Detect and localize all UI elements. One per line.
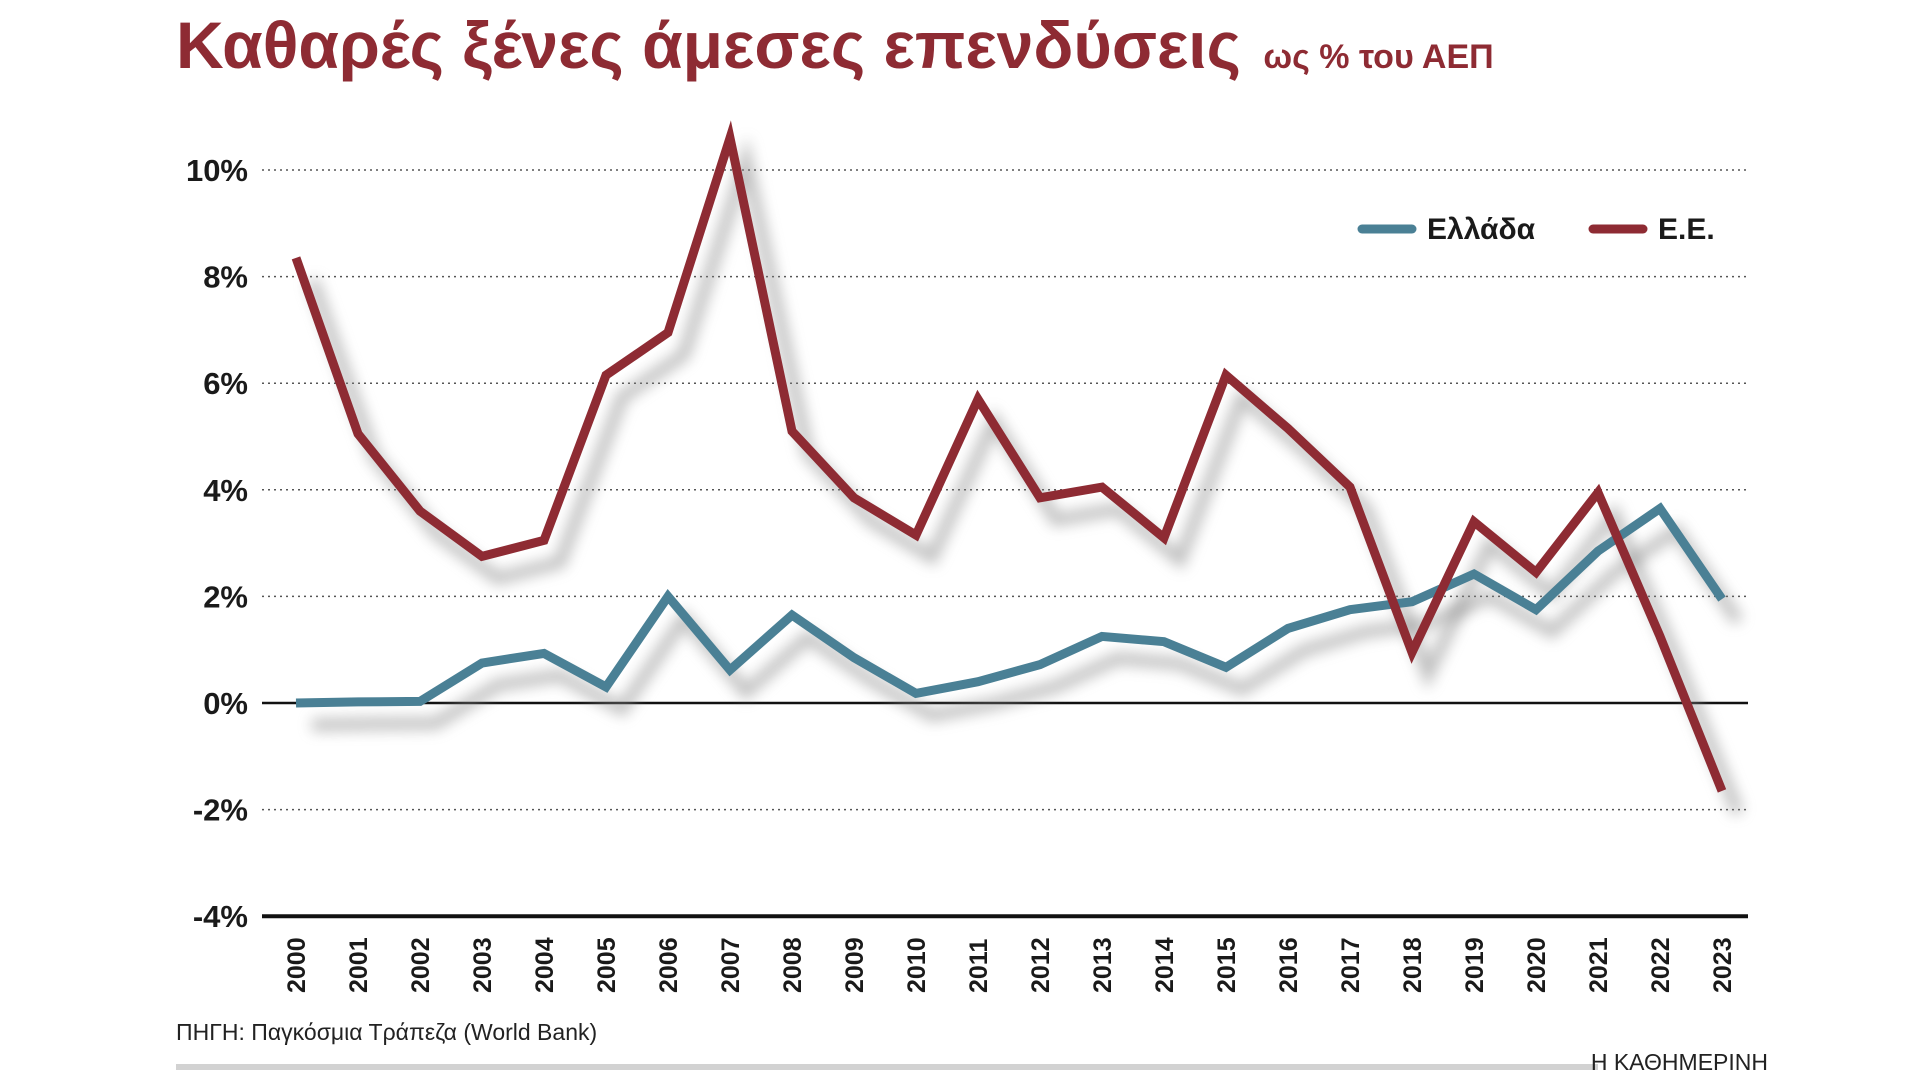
series-shadow-1 — [306, 136, 1744, 816]
x-tick-label: 2009 — [841, 937, 869, 993]
x-tick-label: 2004 — [531, 937, 559, 993]
y-tick-label: 4% — [203, 473, 248, 508]
x-tick-label: 2022 — [1647, 937, 1675, 993]
x-tick-label: 2010 — [903, 937, 931, 993]
x-tick-label: 2021 — [1585, 937, 1613, 993]
y-tick-label: 0% — [203, 686, 248, 721]
x-tick-label: 2001 — [345, 937, 373, 993]
x-tick-label: 2017 — [1337, 937, 1365, 993]
x-tick-label: 2013 — [1089, 937, 1117, 993]
legend-label-greece: Ελλάδα — [1427, 213, 1536, 246]
x-axis-ticks: 2000 2001 2002 2003 2004 2005 2006 2007 2008 2009… — [283, 937, 1737, 993]
x-tick-label: 2012 — [1027, 937, 1055, 993]
x-tick-label: 2011 — [965, 939, 993, 993]
x-tick-label: 2015 — [1213, 937, 1241, 993]
y-tick-label: -4% — [193, 899, 248, 934]
line-shadows — [306, 136, 1744, 816]
x-tick-label: 2016 — [1275, 937, 1303, 993]
chart-title-main: Καθαρές ξένες άμεσες επενδύσεις — [176, 8, 1241, 82]
y-tick-label: 10% — [186, 153, 248, 188]
x-tick-label: 2006 — [655, 937, 683, 993]
y-tick-label: 6% — [203, 366, 248, 401]
x-tick-label: 2023 — [1709, 937, 1737, 993]
series-lines — [291, 120, 1727, 793]
series-line-eu — [291, 120, 1727, 793]
x-tick-label: 2018 — [1399, 937, 1427, 993]
y-tick-label: 2% — [203, 579, 248, 614]
publisher-logo: Η ΚΑΘΗΜΕΡΙΝΗ — [1591, 1049, 1768, 1075]
y-axis-ticks: 10% 8% 6% 4% 2% 0% -2% -4% — [186, 153, 248, 934]
x-tick-label: 2020 — [1523, 937, 1551, 993]
y-tick-label: -2% — [193, 793, 248, 828]
x-tick-label: 2008 — [779, 937, 807, 993]
x-tick-label: 2000 — [283, 937, 311, 993]
y-tick-label: 8% — [203, 260, 248, 295]
x-tick-label: 2005 — [593, 937, 621, 993]
x-tick-label: 2014 — [1151, 937, 1179, 993]
x-tick-label: 2007 — [717, 937, 745, 993]
series-line-greece — [295, 502, 1726, 708]
x-tick-label: 2019 — [1461, 937, 1489, 993]
series-shadow-0 — [311, 522, 1743, 731]
footer-bar — [176, 1064, 1598, 1070]
legend-label-eu: Ε.Ε. — [1658, 213, 1715, 246]
legend: Ελλάδα Ε.Ε. — [1357, 213, 1715, 246]
gridlines — [262, 169, 1748, 811]
x-tick-label: 2002 — [407, 937, 435, 993]
chart-subtitle: ως % του ΑΕΠ — [1263, 38, 1493, 76]
source-note: ΠΗΓΗ: Παγκόσμια Τράπεζα (World Bank) — [176, 1019, 597, 1045]
chart-title: Καθαρές ξένες άμεσες επενδύσεις ως % του… — [176, 8, 1494, 82]
x-tick-label: 2003 — [469, 937, 497, 993]
